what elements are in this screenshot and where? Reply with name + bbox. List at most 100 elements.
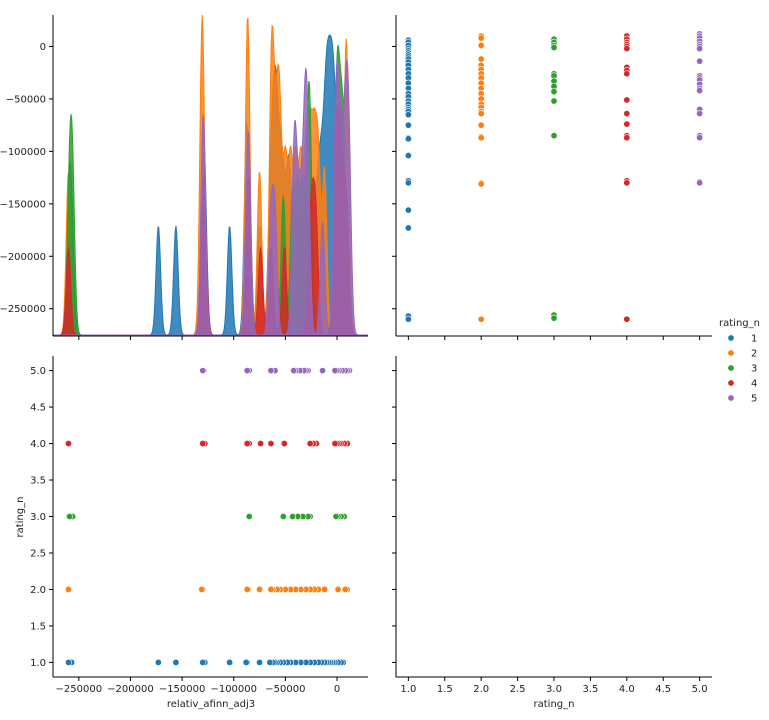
- scatter-point-rating-5: [696, 57, 704, 65]
- scatter-point-rating-1: [404, 315, 412, 323]
- legend: rating_n 1 2 3 4 5: [719, 318, 760, 405]
- scatter-point-rating-5: [243, 367, 251, 375]
- x-tick-label: −50000: [265, 684, 305, 695]
- y-tick-label: 0: [40, 42, 46, 53]
- y-tick-label: −200000: [0, 252, 46, 263]
- scatter-point-rating-1: [64, 658, 72, 666]
- legend-marker-2: [727, 349, 735, 357]
- scatter-point-rating-3: [550, 314, 558, 322]
- scatter-point-rating-4: [623, 70, 631, 78]
- scatter-point-rating-4: [199, 440, 207, 448]
- legend-marker-3: [727, 364, 735, 372]
- scatter-point-rating-2: [243, 585, 251, 593]
- kde-y-ticks: −250000 −200000 −150000 −100000 −50000 0: [0, 42, 53, 315]
- scatter-point-rating-1: [404, 179, 412, 187]
- scatter-point-rating-2: [198, 585, 206, 593]
- y-tick-label: 2.5: [30, 548, 46, 559]
- y-tick-label: 4.5: [30, 403, 46, 414]
- scatter-point-rating-3: [289, 512, 297, 520]
- scatter-point-rating-5: [696, 87, 704, 95]
- tr-x-ticks: [407, 336, 701, 340]
- scatter-point-rating-1: [404, 224, 412, 232]
- scatter-point-rating-1: [199, 658, 207, 666]
- y-tick-label: 1.0: [30, 658, 46, 669]
- x-tick-label: 5.0: [692, 684, 708, 695]
- tr-y-ticks: [392, 45, 396, 310]
- scatter-point-rating-4: [623, 179, 631, 187]
- y-tick-label: 5.0: [30, 366, 46, 377]
- scatter-point-rating-4: [623, 315, 631, 323]
- legend-label-3: 3: [751, 364, 757, 375]
- y-tick-label: 2.0: [30, 585, 46, 596]
- x-tick-label: 2.0: [473, 684, 489, 695]
- y-tick-label: 3.0: [30, 512, 46, 523]
- x-tick-label: 3.0: [546, 684, 562, 695]
- scatter-point-rating-3: [550, 97, 558, 105]
- scatter-point-rating-1: [256, 658, 264, 666]
- scatter-point-rating-2: [64, 585, 72, 593]
- scatter-point-rating-4: [257, 440, 265, 448]
- legend-label-2: 2: [751, 349, 757, 360]
- scatter-point-rating-2: [341, 585, 349, 593]
- x-tick-label: 1.0: [400, 684, 416, 695]
- legend-marker-5: [727, 394, 735, 402]
- y-tick-label: 1.5: [30, 621, 46, 632]
- scatter-point-rating-1: [154, 658, 162, 666]
- afinn-vs-rating-points: [404, 30, 704, 323]
- scatter-point-rating-1: [404, 152, 412, 160]
- x-tick-label: −150000: [159, 684, 206, 695]
- scatter-point-rating-3: [550, 132, 558, 140]
- scatter-point-rating-2: [477, 110, 485, 118]
- y-tick-label: −100000: [0, 147, 46, 158]
- scatter-point-rating-1: [404, 135, 412, 143]
- scatter-point-rating-5: [267, 367, 275, 375]
- scatter-point-rating-4: [623, 110, 631, 118]
- legend-marker-4: [727, 379, 735, 387]
- x-axis-label-afinn: relativ_afinn_adj3: [167, 699, 255, 710]
- kde-areas: [53, 14, 368, 336]
- scatter-point-rating-3: [550, 44, 558, 52]
- scatter-point-rating-4: [243, 440, 251, 448]
- scatter-point-rating-1: [172, 658, 180, 666]
- scatter-point-rating-1: [404, 206, 412, 214]
- legend-label-1: 1: [751, 334, 757, 345]
- x-tick-label: 1.5: [437, 684, 453, 695]
- scatter-point-rating-4: [623, 96, 631, 104]
- scatter-point-rating-3: [332, 512, 340, 520]
- scatter-point-rating-5: [199, 367, 207, 375]
- x-tick-label: −200000: [107, 684, 154, 695]
- scatter-point-rating-5: [290, 367, 298, 375]
- scatter-point-rating-2: [334, 585, 342, 593]
- x-tick-label: 2.5: [510, 684, 526, 695]
- scatter-point-rating-4: [306, 440, 314, 448]
- legend-items: 1 2 3 4 5: [727, 334, 757, 405]
- scatter-point-rating-1: [266, 658, 274, 666]
- y-axis-label-rating: rating_n: [15, 497, 26, 538]
- legend-label-5: 5: [751, 394, 757, 405]
- scatter-point-rating-2: [477, 180, 485, 188]
- scatter-point-rating-5: [696, 110, 704, 118]
- scatter-point-rating-2: [267, 585, 275, 593]
- x-tick-label: 4.5: [655, 684, 671, 695]
- legend-label-4: 4: [751, 379, 757, 390]
- scatter-point-rating-3: [279, 512, 287, 520]
- scatter-point-rating-2: [256, 585, 264, 593]
- y-tick-label: −50000: [6, 94, 46, 105]
- scatter-point-rating-5: [319, 367, 327, 375]
- y-tick-label: −250000: [0, 304, 46, 315]
- scatter-point-rating-2: [477, 34, 485, 42]
- scatter-point-rating-5: [696, 179, 704, 187]
- scatter-point-rating-4: [623, 120, 631, 128]
- x-tick-label: 0: [334, 684, 340, 695]
- legend-marker-1: [727, 334, 735, 342]
- scatter-point-rating-1: [404, 121, 412, 129]
- y-tick-label: −150000: [0, 199, 46, 210]
- scatter-point-rating-2: [477, 315, 485, 323]
- kde-x-ticks: [78, 336, 338, 340]
- br-x-ticks: 1.0 1.5 2.0 2.5 3.0 3.5 4.0 4.5 5.0: [400, 677, 708, 695]
- scatter-point-rating-1: [242, 658, 250, 666]
- x-tick-label: 3.5: [582, 684, 598, 695]
- scatter-point-rating-2: [477, 55, 485, 63]
- bl-y-ticks: 1.0 1.5 2.0 2.5 3.0 3.5 4.0 4.5 5.0: [30, 366, 53, 669]
